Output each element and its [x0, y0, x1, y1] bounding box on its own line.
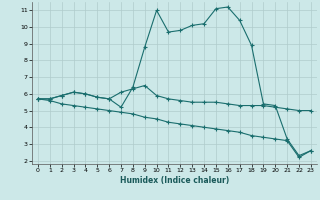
- X-axis label: Humidex (Indice chaleur): Humidex (Indice chaleur): [120, 176, 229, 185]
